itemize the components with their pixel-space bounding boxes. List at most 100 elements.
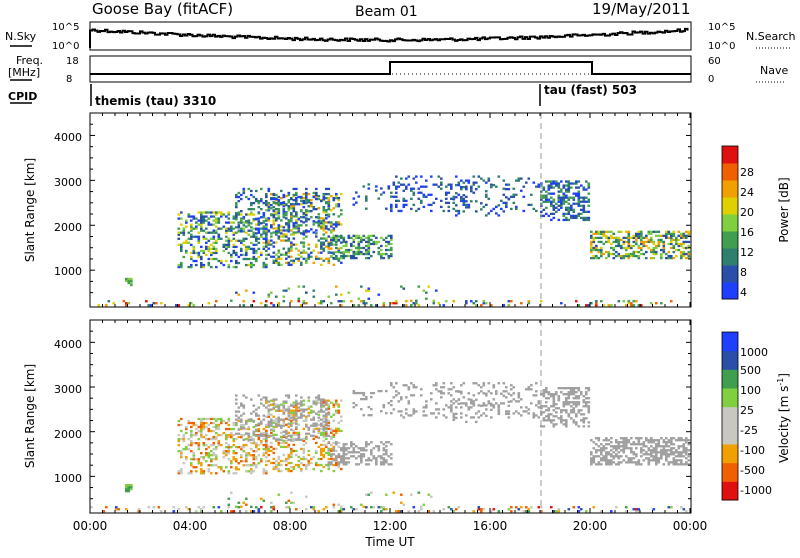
- scatter-cell: [532, 412, 536, 415]
- scatter-cell: [280, 469, 283, 473]
- scatter-cell: [377, 293, 381, 296]
- scatter-cell: [675, 459, 678, 462]
- scatter-cell: [350, 506, 353, 509]
- scatter-cell: [582, 204, 586, 207]
- scatter-cell: [627, 302, 631, 305]
- scatter-cell: [662, 439, 666, 442]
- scatter-cell: [617, 443, 621, 446]
- scatter-cell: [265, 217, 268, 220]
- scatter-cell: [650, 437, 653, 440]
- scatter-cell: [470, 400, 473, 403]
- scatter-cell: [660, 449, 663, 452]
- scatter-cell: [325, 418, 328, 421]
- scatter-cell: [295, 414, 298, 417]
- scatter-cell: [180, 456, 183, 459]
- scatter-cell: [630, 252, 633, 256]
- scatter-cell: [235, 468, 238, 471]
- scatter-cell: [520, 302, 523, 305]
- scatter-cell: [610, 449, 613, 452]
- scatter-cell: [232, 450, 236, 453]
- scatter-cell: [572, 391, 576, 394]
- scatter-cell: [272, 223, 276, 226]
- scatter-cell: [460, 406, 463, 409]
- scatter-cell: [290, 465, 293, 469]
- scatter-cell: [655, 234, 658, 238]
- scatter-cell: [320, 463, 323, 467]
- scatter-cell: [295, 219, 298, 222]
- scatter-cell: [532, 416, 536, 419]
- scatter-cell: [295, 222, 298, 225]
- scatter-cell: [337, 455, 341, 458]
- scatter-cell: [380, 244, 383, 248]
- scatter-cell: [570, 393, 573, 396]
- scatter-cell: [542, 393, 546, 396]
- scatter-cell: [635, 437, 638, 440]
- scatter-cell: [450, 508, 453, 511]
- scatter-cell: [230, 433, 233, 437]
- scatter-cell: [360, 285, 363, 288]
- scatter-cell: [212, 241, 216, 244]
- scatter-cell: [412, 506, 416, 509]
- scatter-cell: [287, 453, 291, 457]
- scatter-cell: [292, 404, 296, 407]
- scatter-cell: [305, 436, 308, 439]
- scatter-cell: [295, 211, 298, 214]
- scatter-cell: [270, 461, 273, 465]
- scatter-cell: [572, 401, 576, 404]
- scatter-cell: [185, 427, 188, 431]
- scatter-cell: [525, 506, 528, 509]
- scatter-cell: [495, 185, 498, 188]
- scatter-cell: [332, 405, 336, 408]
- scatter-cell: [435, 402, 438, 405]
- velocity-cbar-label-main: Velocity [m s: [777, 386, 791, 463]
- scatter-cell: [685, 463, 688, 466]
- scatter-cell: [412, 187, 416, 190]
- scatter-cell: [657, 439, 661, 442]
- scatter-cell: [557, 397, 561, 400]
- scatter-cell: [567, 210, 571, 213]
- scatter-cell: [317, 401, 321, 404]
- scatter-cell: [340, 429, 343, 432]
- scatter-cell: [252, 464, 256, 467]
- scatter-cell: [277, 416, 281, 419]
- scatter-cell: [210, 437, 213, 441]
- scatter-cell: [410, 394, 413, 397]
- scatter-cell: [485, 195, 488, 198]
- scatter-cell: [200, 225, 203, 228]
- scatter-cell: [565, 419, 568, 422]
- scatter-cell: [247, 263, 251, 267]
- scatter-cell: [335, 459, 338, 462]
- scatter-cell: [387, 401, 391, 405]
- scatter-cell: [562, 423, 566, 426]
- scatter-cell: [685, 447, 688, 450]
- scatter-cell: [682, 455, 686, 458]
- scatter-cell: [195, 221, 198, 224]
- scatter-cell: [257, 437, 261, 441]
- scatter-cell: [247, 220, 251, 223]
- scatter-cell: [337, 405, 341, 408]
- scatter-cell: [212, 245, 216, 249]
- scatter-cell: [600, 232, 603, 235]
- scatter-cell: [652, 246, 656, 250]
- scatter-cell: [337, 465, 341, 469]
- scatter-cell: [507, 416, 511, 419]
- scatter-cell: [555, 510, 558, 513]
- scatter-cell: [560, 180, 563, 183]
- scatter-cell: [267, 230, 271, 233]
- scatter-cell: [227, 245, 231, 249]
- scatter-cell: [672, 232, 676, 235]
- scatter-cell: [617, 252, 621, 256]
- scatter-cell: [242, 404, 246, 407]
- scatter-cell: [255, 232, 258, 235]
- scatter-cell: [272, 425, 276, 428]
- scatter-cell: [227, 227, 231, 230]
- scatter-cell: [322, 443, 326, 447]
- scatter-cell: [357, 297, 361, 300]
- scatter-cell: [615, 445, 618, 448]
- scatter-cell: [575, 182, 578, 185]
- scatter-cell: [357, 304, 361, 307]
- scatter-cell: [502, 193, 506, 196]
- scatter-cell: [277, 420, 281, 423]
- scatter-cell: [545, 200, 548, 203]
- scatter-cell: [452, 300, 456, 303]
